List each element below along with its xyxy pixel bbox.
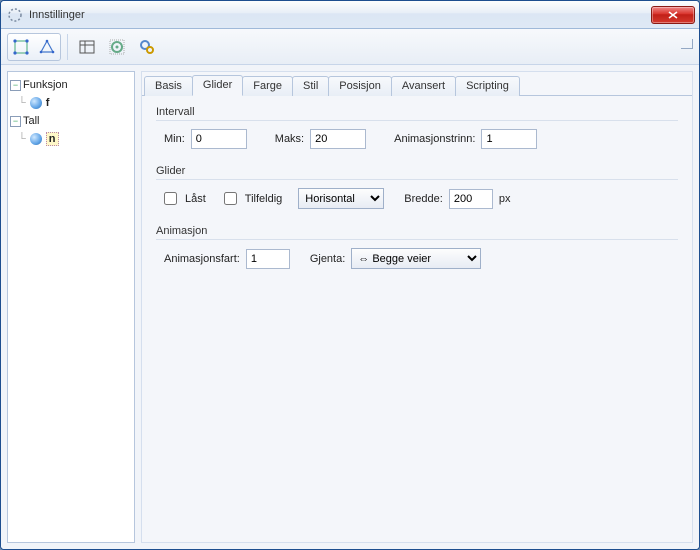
tool-table-icon[interactable] [74,34,100,60]
tilfeldig-label: Tilfeldig [245,193,283,205]
last-label: Låst [185,193,206,205]
tree-leaf-f[interactable]: └ f [8,94,134,112]
tool-gear1-icon[interactable] [104,34,130,60]
tab-farge[interactable]: Farge [242,76,293,96]
trinn-label: Animasjonstrinn: [394,133,475,145]
tool-group-1 [7,33,61,61]
bredde-label: Bredde: [404,193,443,205]
gjenta-select[interactable]: ⇔ Begge veier [351,248,481,269]
body-area: − Funksjon └ f − Tall └ n Basis Glider [1,65,699,549]
window-title: Innstillinger [29,9,651,21]
tabs-row: Basis Glider Farge Stil Posisjon Avanser… [142,72,692,96]
maks-label: Maks: [275,133,304,145]
toolbar [1,29,699,65]
orientation-select[interactable]: Horisontal [298,188,384,209]
tool-gear2-icon[interactable] [134,34,160,60]
tab-basis[interactable]: Basis [144,76,193,96]
tab-scripting[interactable]: Scripting [455,76,520,96]
titlebar: Innstillinger [1,1,699,29]
content-panel: Basis Glider Farge Stil Posisjon Avanser… [141,71,693,543]
group-intervall: Intervall Min: Maks: Animasjonstrinn: [156,106,678,149]
last-checkbox[interactable] [164,192,177,205]
tab-stil[interactable]: Stil [292,76,329,96]
app-icon [7,7,23,23]
point-icon [30,133,42,145]
min-input[interactable] [191,129,247,149]
group-title: Animasjon [156,225,678,240]
tab-content: Intervall Min: Maks: Animasjonstrinn: Gl… [142,96,692,542]
tilfeldig-checkbox[interactable] [224,192,237,205]
settings-window: Innstillinger − Funksjon [0,0,700,550]
px-label: px [499,193,511,205]
point-icon [30,97,42,109]
close-button[interactable] [651,6,695,24]
tree-node-tall[interactable]: − Tall [8,112,134,130]
min-label: Min: [164,133,185,145]
tool-triangle-icon[interactable] [34,34,60,60]
gjenta-label: Gjenta: [310,253,345,265]
tree-node-funksjon[interactable]: − Funksjon [8,76,134,94]
collapse-icon[interactable]: − [10,116,21,127]
fart-input[interactable] [246,249,290,269]
group-title: Glider [156,165,678,180]
tree-panel: − Funksjon └ f − Tall └ n [7,71,135,543]
trinn-input[interactable] [481,129,537,149]
fart-label: Animasjonsfart: [164,253,240,265]
bredde-input[interactable] [449,189,493,209]
tool-shape-icon[interactable] [8,34,34,60]
tab-avansert[interactable]: Avansert [391,76,456,96]
group-glider: Glider Låst Tilfeldig Horisontal Bredde: [156,165,678,209]
toolbar-overflow-icon[interactable] [681,39,693,49]
collapse-icon[interactable]: − [10,80,21,91]
group-title: Intervall [156,106,678,121]
tab-glider[interactable]: Glider [192,75,243,96]
tab-posisjon[interactable]: Posisjon [328,76,392,96]
tree-leaf-n[interactable]: └ n [8,130,134,148]
maks-input[interactable] [310,129,366,149]
group-animasjon: Animasjon Animasjonsfart: Gjenta: ⇔ Begg… [156,225,678,269]
